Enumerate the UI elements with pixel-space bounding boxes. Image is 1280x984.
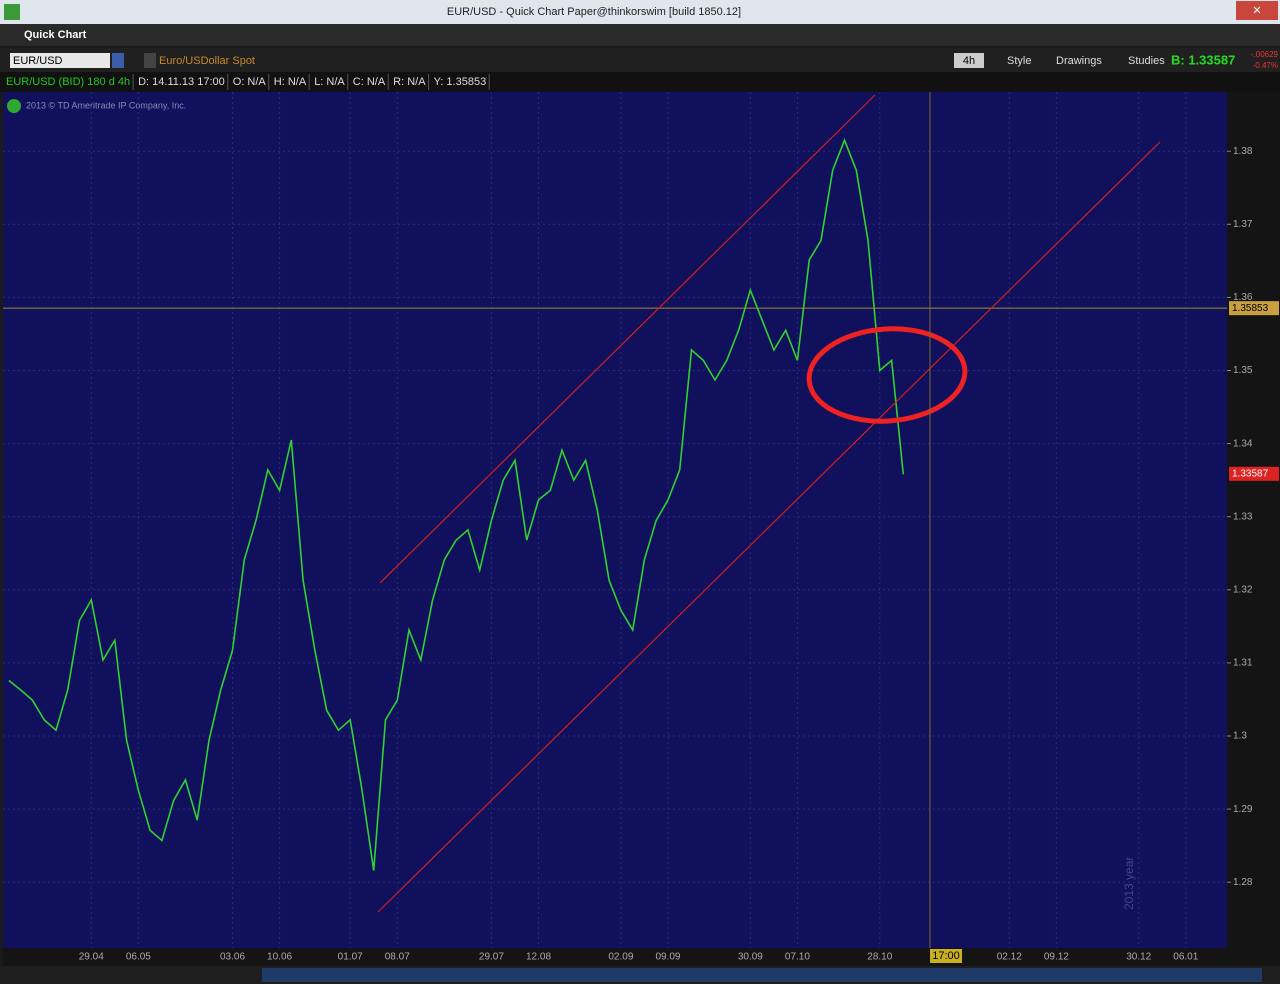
symbol-dropdown[interactable] xyxy=(112,53,124,68)
symbol-input[interactable] xyxy=(10,53,110,68)
close-glyph: ✕ xyxy=(1252,5,1261,17)
y-tick-label: 1.34 xyxy=(1233,438,1253,449)
header-title: Quick Chart xyxy=(24,29,87,41)
x-tick-label: 29.07 xyxy=(479,952,504,963)
channel-upper xyxy=(379,94,876,584)
x-tick-label: 02.12 xyxy=(997,952,1022,963)
info-item: D: 14.11.13 17:00 xyxy=(138,76,225,88)
channel-lower xyxy=(377,141,1161,913)
info-item: EUR/USD (BID) 180 d 4h xyxy=(6,76,130,88)
highlight-circle xyxy=(806,326,968,424)
y-tick-label: 1.32 xyxy=(1233,584,1253,595)
x-tick-label: 28.10 xyxy=(867,952,892,963)
header-bar xyxy=(0,24,1280,46)
hash-button[interactable] xyxy=(144,53,156,68)
y-tick-label: 1.3 xyxy=(1233,731,1247,742)
minimize-button[interactable] xyxy=(1180,2,1206,20)
x-tick-label: 06.05 xyxy=(126,952,151,963)
y-tick-label: 1.36 xyxy=(1233,292,1253,303)
x-tick-label: 08.07 xyxy=(385,952,410,963)
close-button[interactable] xyxy=(1236,1,1278,20)
x-tick-label: 07.10 xyxy=(785,952,810,963)
info-item: H: N/A xyxy=(274,76,307,88)
reference-price-tag xyxy=(1229,301,1279,316)
change-percent: -0.47% xyxy=(1253,61,1278,70)
symbol: EUR/USD xyxy=(13,55,63,67)
maximize-button[interactable] xyxy=(1208,2,1234,20)
y-tick-label: 1.29 xyxy=(1233,804,1253,815)
info-item: C: N/A xyxy=(353,76,386,88)
info-item: R: N/A xyxy=(393,76,426,88)
x-tick-label: 09.12 xyxy=(1044,952,1069,963)
year-label: 2013 year xyxy=(1122,857,1136,910)
scroll-thumb[interactable] xyxy=(262,968,1262,982)
status-icon xyxy=(7,99,21,113)
change: -.00629 xyxy=(1251,50,1279,59)
last-price-tag xyxy=(1229,466,1279,481)
price-axis xyxy=(1227,92,1280,948)
info-items: EUR/USD (BID) 180 d 4h D: 14.11.13 17:00 O… xyxy=(6,74,490,90)
x-tick-label: 10.06 xyxy=(267,952,292,963)
x-tick-label: 09.09 xyxy=(655,952,680,963)
last-price-label: 1.33587 xyxy=(1232,468,1269,479)
x-tick-label: 02.09 xyxy=(608,952,633,963)
y-tick-label: 1.38 xyxy=(1233,146,1253,157)
x-tick-label: 06.01 xyxy=(1173,952,1198,963)
y-tick-label: 1.35 xyxy=(1233,365,1253,376)
aggregation: 4h xyxy=(963,55,975,67)
info-bar xyxy=(0,72,1280,92)
info-item: O: N/A xyxy=(233,76,267,88)
style-button[interactable]: Style xyxy=(1007,55,1031,67)
info-item: Y: 1.35853 xyxy=(434,76,487,88)
cursor-time-tag xyxy=(930,949,962,963)
info-item: L: N/A xyxy=(314,76,345,88)
cursor-time: 17:00 xyxy=(932,950,960,962)
drawings-button[interactable]: Drawings xyxy=(1056,55,1102,67)
plot-area xyxy=(3,92,1227,948)
price-line xyxy=(8,138,905,871)
y-tick-label: 1.37 xyxy=(1233,219,1253,230)
app-icon xyxy=(4,4,20,20)
toolbar xyxy=(0,48,1280,72)
window-title: EUR/USD - Quick Chart Paper@thinkorswim … xyxy=(447,6,741,18)
y-tick-label: 1.28 xyxy=(1233,877,1253,888)
copyright: 2013 © TD Ameritrade IP Company, Inc. xyxy=(26,100,186,110)
studies-button[interactable]: Studies xyxy=(1128,55,1165,67)
y-tick-label: 1.33 xyxy=(1233,511,1253,522)
x-tick-label: 30.12 xyxy=(1126,952,1151,963)
reference-price-label: 1.35853 xyxy=(1232,303,1269,314)
y-tick-label: 1.31 xyxy=(1233,658,1253,669)
x-tick-label: 29.04 xyxy=(79,952,104,963)
x-tick-label: 03.06 xyxy=(220,952,245,963)
x-tick-label: 12.08 xyxy=(526,952,551,963)
plot: 1.28 1.29 1.3 1.31 1.32 1.33 1.34 1.35 1.36 1.37 1… xyxy=(3,92,1279,963)
symbol-description: Euro/USDollar Spot xyxy=(159,55,255,67)
x-tick-label: 01.07 xyxy=(338,952,363,963)
x-tick-label: 30.09 xyxy=(738,952,763,963)
bid-price: B: 1.33587 xyxy=(1171,52,1235,67)
time-axis xyxy=(3,948,1280,966)
title-bar xyxy=(0,0,1280,24)
aggregation-button[interactable] xyxy=(954,53,984,68)
